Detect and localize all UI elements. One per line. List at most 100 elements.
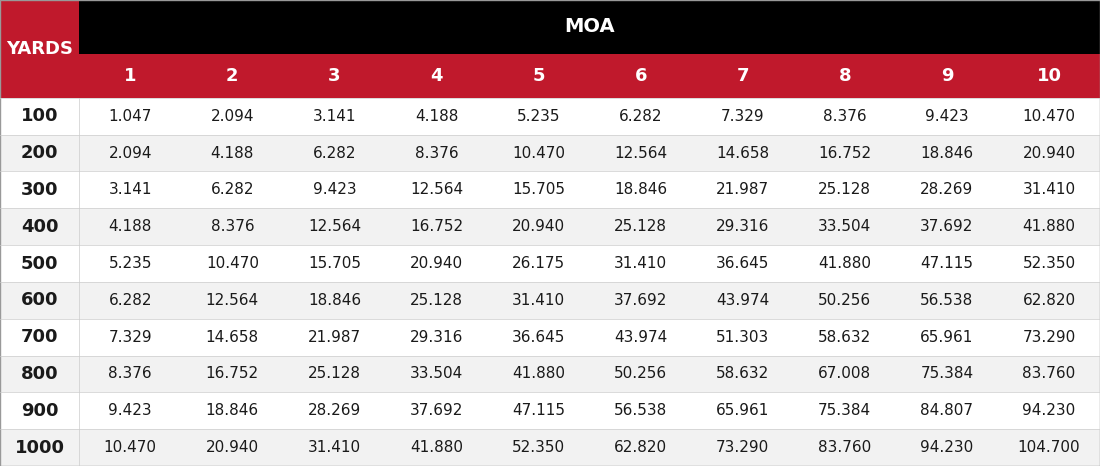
Text: 9.423: 9.423 xyxy=(109,403,152,418)
Bar xyxy=(0,282,1100,319)
Text: 25.128: 25.128 xyxy=(410,293,463,308)
Text: 37.692: 37.692 xyxy=(614,293,668,308)
Text: 7: 7 xyxy=(737,67,749,85)
Text: 18.846: 18.846 xyxy=(206,403,258,418)
Text: 25.128: 25.128 xyxy=(308,366,361,382)
Text: 47.115: 47.115 xyxy=(513,403,565,418)
Text: 15.705: 15.705 xyxy=(308,256,361,271)
Text: MOA: MOA xyxy=(564,17,615,36)
Text: 8.376: 8.376 xyxy=(415,145,459,161)
Text: 52.350: 52.350 xyxy=(512,440,565,455)
Text: 12.564: 12.564 xyxy=(308,219,361,234)
Text: 18.846: 18.846 xyxy=(308,293,361,308)
Text: 12.564: 12.564 xyxy=(614,145,668,161)
Text: 8.376: 8.376 xyxy=(823,109,867,124)
Text: 65.961: 65.961 xyxy=(921,329,974,345)
Text: 29.316: 29.316 xyxy=(410,329,463,345)
Text: 10: 10 xyxy=(1036,67,1062,85)
Text: 56.538: 56.538 xyxy=(614,403,668,418)
Text: 41.880: 41.880 xyxy=(818,256,871,271)
Text: 62.820: 62.820 xyxy=(614,440,668,455)
Text: 43.974: 43.974 xyxy=(716,293,769,308)
Text: 6.282: 6.282 xyxy=(312,145,356,161)
Text: 12.564: 12.564 xyxy=(410,182,463,198)
Text: 36.645: 36.645 xyxy=(512,329,565,345)
Text: 5.235: 5.235 xyxy=(517,109,560,124)
Text: 18.846: 18.846 xyxy=(614,182,668,198)
Text: 20.940: 20.940 xyxy=(206,440,258,455)
Text: 31.410: 31.410 xyxy=(1022,182,1076,198)
Text: 500: 500 xyxy=(21,254,58,273)
Text: 58.632: 58.632 xyxy=(818,329,871,345)
Text: 600: 600 xyxy=(21,291,58,309)
Text: 41.880: 41.880 xyxy=(1023,219,1076,234)
Text: 104.700: 104.700 xyxy=(1018,440,1080,455)
Text: 75.384: 75.384 xyxy=(921,366,974,382)
Text: YARDS: YARDS xyxy=(7,40,73,58)
Text: 10.470: 10.470 xyxy=(206,256,258,271)
Text: 10.470: 10.470 xyxy=(103,440,156,455)
Bar xyxy=(0,356,1100,392)
Text: 20.940: 20.940 xyxy=(410,256,463,271)
Text: 6.282: 6.282 xyxy=(109,293,152,308)
Text: 31.410: 31.410 xyxy=(614,256,668,271)
Text: 52.350: 52.350 xyxy=(1022,256,1076,271)
Text: 2.094: 2.094 xyxy=(210,109,254,124)
Text: 25.128: 25.128 xyxy=(614,219,667,234)
Text: 12.564: 12.564 xyxy=(206,293,258,308)
Text: 41.880: 41.880 xyxy=(410,440,463,455)
Text: 50.256: 50.256 xyxy=(614,366,668,382)
Text: 6.282: 6.282 xyxy=(619,109,662,124)
Text: 900: 900 xyxy=(21,402,58,420)
Text: 33.504: 33.504 xyxy=(410,366,463,382)
Text: 4: 4 xyxy=(430,67,442,85)
Text: 73.290: 73.290 xyxy=(1022,329,1076,345)
Text: 4.188: 4.188 xyxy=(210,145,254,161)
Text: 100: 100 xyxy=(21,107,58,125)
Text: 31.410: 31.410 xyxy=(308,440,361,455)
Text: 9.423: 9.423 xyxy=(312,182,356,198)
Text: 2: 2 xyxy=(227,67,239,85)
Text: 14.658: 14.658 xyxy=(206,329,258,345)
Text: 21.987: 21.987 xyxy=(716,182,769,198)
Text: 300: 300 xyxy=(21,181,58,199)
Text: 94.230: 94.230 xyxy=(1022,403,1076,418)
Text: 29.316: 29.316 xyxy=(716,219,769,234)
Text: 8: 8 xyxy=(838,67,851,85)
Text: 31.410: 31.410 xyxy=(512,293,565,308)
Text: 25.128: 25.128 xyxy=(818,182,871,198)
Text: 800: 800 xyxy=(21,365,58,383)
Text: 6: 6 xyxy=(635,67,647,85)
Text: 10.470: 10.470 xyxy=(1023,109,1076,124)
Bar xyxy=(0,245,1100,282)
Text: 9.423: 9.423 xyxy=(925,109,969,124)
Text: 10.470: 10.470 xyxy=(513,145,565,161)
Text: 41.880: 41.880 xyxy=(513,366,565,382)
Text: 16.752: 16.752 xyxy=(206,366,258,382)
Text: 16.752: 16.752 xyxy=(818,145,871,161)
Text: 73.290: 73.290 xyxy=(716,440,769,455)
Text: 1000: 1000 xyxy=(14,439,65,457)
Bar xyxy=(0,135,1100,171)
Text: 5: 5 xyxy=(532,67,544,85)
Text: 20.940: 20.940 xyxy=(1022,145,1076,161)
Text: 9: 9 xyxy=(940,67,953,85)
Text: 75.384: 75.384 xyxy=(818,403,871,418)
Text: 83.760: 83.760 xyxy=(818,440,871,455)
Text: 700: 700 xyxy=(21,328,58,346)
Text: 8.376: 8.376 xyxy=(210,219,254,234)
Text: 15.705: 15.705 xyxy=(513,182,565,198)
Bar xyxy=(0,319,1100,356)
Text: 4.188: 4.188 xyxy=(415,109,459,124)
Text: 84.807: 84.807 xyxy=(921,403,974,418)
Text: 16.752: 16.752 xyxy=(410,219,463,234)
Text: 7.329: 7.329 xyxy=(109,329,152,345)
Text: 400: 400 xyxy=(21,218,58,236)
Text: 43.974: 43.974 xyxy=(614,329,668,345)
Bar xyxy=(0,392,1100,429)
Bar xyxy=(0,208,1100,245)
Text: 21.987: 21.987 xyxy=(308,329,361,345)
Bar xyxy=(79,54,1100,98)
Bar xyxy=(79,0,1100,54)
Text: 4.188: 4.188 xyxy=(109,219,152,234)
